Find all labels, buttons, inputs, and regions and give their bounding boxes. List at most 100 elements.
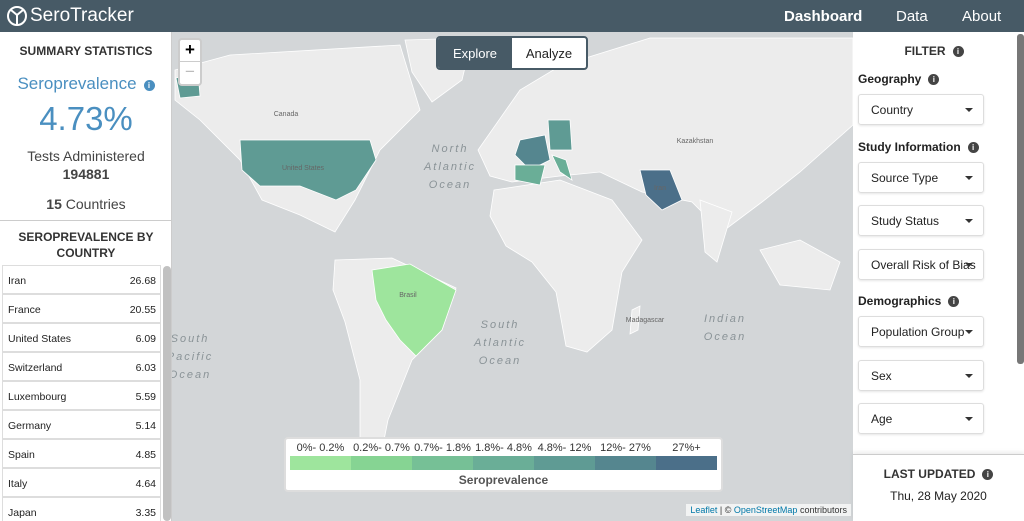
- legend-label: 1.8%- 4.8%: [475, 442, 532, 454]
- country-label: United States: [282, 165, 325, 172]
- summary-title: SUMMARY STATISTICS: [19, 44, 153, 58]
- legend-label: 0.2%- 0.7%: [353, 442, 410, 454]
- legend-label: 27%+: [672, 442, 701, 454]
- filter-group-label: Study Information i: [858, 140, 979, 154]
- mode-toggle: Explore Analyze: [436, 36, 588, 70]
- dropdown[interactable]: Overall Risk of Bias: [858, 248, 984, 280]
- tests-label: Tests Administered: [27, 148, 145, 164]
- country-label: Canada: [274, 111, 299, 118]
- legend-swatch: [534, 456, 595, 470]
- country-value: 20.55: [129, 304, 156, 316]
- country-row[interactable]: France 20.55: [2, 294, 161, 323]
- legend-swatch: [473, 456, 534, 470]
- dropdown[interactable]: Study Status: [858, 205, 984, 236]
- nav-link[interactable]: About: [962, 8, 1002, 25]
- country-name: Japan: [8, 507, 37, 519]
- country-value: 4.85: [135, 449, 156, 461]
- zoom-control: + −: [178, 38, 202, 86]
- info-icon: i: [948, 296, 960, 307]
- legend-label: 0%- 0.2%: [296, 442, 345, 454]
- country-label: Kazakhstan: [677, 138, 714, 145]
- country-row[interactable]: Italy 4.64: [2, 468, 161, 497]
- country-value: 6.03: [135, 362, 156, 374]
- country-row[interactable]: Germany 5.14: [2, 410, 161, 439]
- filter-group-label: Geography i: [858, 72, 940, 86]
- legend-swatch: [412, 456, 473, 470]
- country-row[interactable]: Iran 26.68: [2, 265, 161, 294]
- metric-text: Seroprevalence: [17, 74, 137, 93]
- country-label: Iran: [654, 185, 666, 192]
- legend: Seroprevalence 0%- 0.2% 0.2%- 0.7% 0.7%- 1…: [284, 437, 723, 492]
- country-row[interactable]: Luxembourg 5.59: [2, 381, 161, 410]
- country-name: Iran: [8, 275, 27, 287]
- country-name: Switzerland: [8, 362, 63, 374]
- updated-box: LAST UPDATED i Thu, 28 May 2020: [853, 454, 1024, 521]
- ocean-label-line: Indian: [704, 313, 746, 325]
- scrollbar[interactable]: [1017, 34, 1024, 364]
- ocean-label-line: Atlantic: [423, 161, 476, 173]
- dropdown[interactable]: Sex: [858, 359, 984, 391]
- ocean-label-line: Ocean: [429, 179, 471, 191]
- country-value: 3.35: [135, 507, 156, 519]
- leaflet-link[interactable]: Leaflet: [690, 505, 718, 515]
- filter-group-text: Study Information: [858, 139, 961, 154]
- ocean-label-line: South: [172, 333, 209, 345]
- country-row[interactable]: Japan 3.35: [2, 497, 161, 521]
- dropdown[interactable]: Source Type: [858, 161, 984, 193]
- legend-title: Seroprevalence: [458, 473, 549, 487]
- country-value: 5.14: [135, 420, 156, 432]
- zoom-in[interactable]: +: [180, 40, 200, 62]
- by-country-title: SEROPREVALENCE BY COUNTRY: [18, 230, 154, 260]
- legend-swatch: [351, 456, 412, 470]
- ocean-label: North Atlantic Ocean: [423, 143, 476, 191]
- country-row[interactable]: United States 6.09: [2, 323, 161, 352]
- ocean-label-line: Pacific: [172, 351, 213, 363]
- filter-group-label: Demographics i: [858, 294, 960, 308]
- nav-link[interactable]: Data: [896, 8, 928, 25]
- header: SeroTracker Dashboard Data About: [0, 0, 1024, 32]
- updated-title-text: LAST UPDATED: [883, 467, 976, 481]
- zoom-out[interactable]: −: [185, 62, 195, 81]
- country-label: Brasil: [399, 292, 417, 299]
- attribution: Leaflet | © OpenStreetMap contributors: [686, 504, 851, 516]
- ocean-label-line: North: [432, 143, 469, 155]
- attribution-sep: | ©: [719, 505, 732, 515]
- country-name: Germany: [8, 420, 52, 432]
- filter-panel: FILTER i Geography i Country Study Informati…: [853, 32, 1024, 521]
- country-value: 26.68: [129, 275, 156, 287]
- updated-date: Thu, 28 May 2020: [890, 489, 987, 503]
- left-panel: SUMMARY STATISTICS Seroprevalence i 4.73%…: [0, 32, 172, 521]
- info-icon: i: [967, 141, 979, 153]
- dropdown[interactable]: Country: [858, 94, 984, 125]
- tab-analyze[interactable]: Analyze: [525, 46, 573, 61]
- legend-swatch: [656, 456, 717, 470]
- ocean-label-line: Atlantic: [473, 337, 526, 349]
- logo[interactable]: SeroTracker: [30, 5, 134, 26]
- dropdown[interactable]: Age: [858, 403, 984, 434]
- filter-list: Geography i Country Study Information i Sourc…: [853, 32, 1017, 454]
- divider: [0, 220, 172, 221]
- country-name: Luxembourg: [8, 391, 67, 403]
- country-row[interactable]: Switzerland 6.03: [2, 352, 161, 381]
- scrollbar[interactable]: [163, 266, 171, 521]
- dropdown[interactable]: Population Group: [858, 316, 984, 347]
- nav-link[interactable]: Dashboard: [784, 8, 863, 25]
- countries-count: 15: [46, 196, 62, 212]
- ocean-label: South Atlantic Ocean: [473, 319, 526, 367]
- osm-link[interactable]: OpenStreetMap: [733, 505, 798, 515]
- attribution-rest: contributors: [799, 505, 847, 515]
- country-name: Spain: [8, 449, 35, 461]
- filter-title-text: FILTER: [904, 44, 946, 58]
- map-canvas: North Atlantic Ocean South Atlantic Ocean Indi…: [172, 37, 853, 481]
- country-name: United States: [8, 333, 72, 345]
- map[interactable]: North Atlantic Ocean South Atlantic Ocean Indi…: [172, 32, 853, 521]
- legend-label: 12%- 27%: [600, 442, 651, 454]
- legend-label: 0.7%- 1.8%: [414, 442, 471, 454]
- tab-explore[interactable]: Explore: [438, 38, 512, 68]
- country-value: 5.59: [135, 391, 156, 403]
- country-name: France: [8, 304, 41, 316]
- countries: 15 Countries: [0, 196, 172, 212]
- country-row[interactable]: Spain 4.85: [2, 439, 161, 468]
- metric-value: 4.73%: [39, 100, 133, 137]
